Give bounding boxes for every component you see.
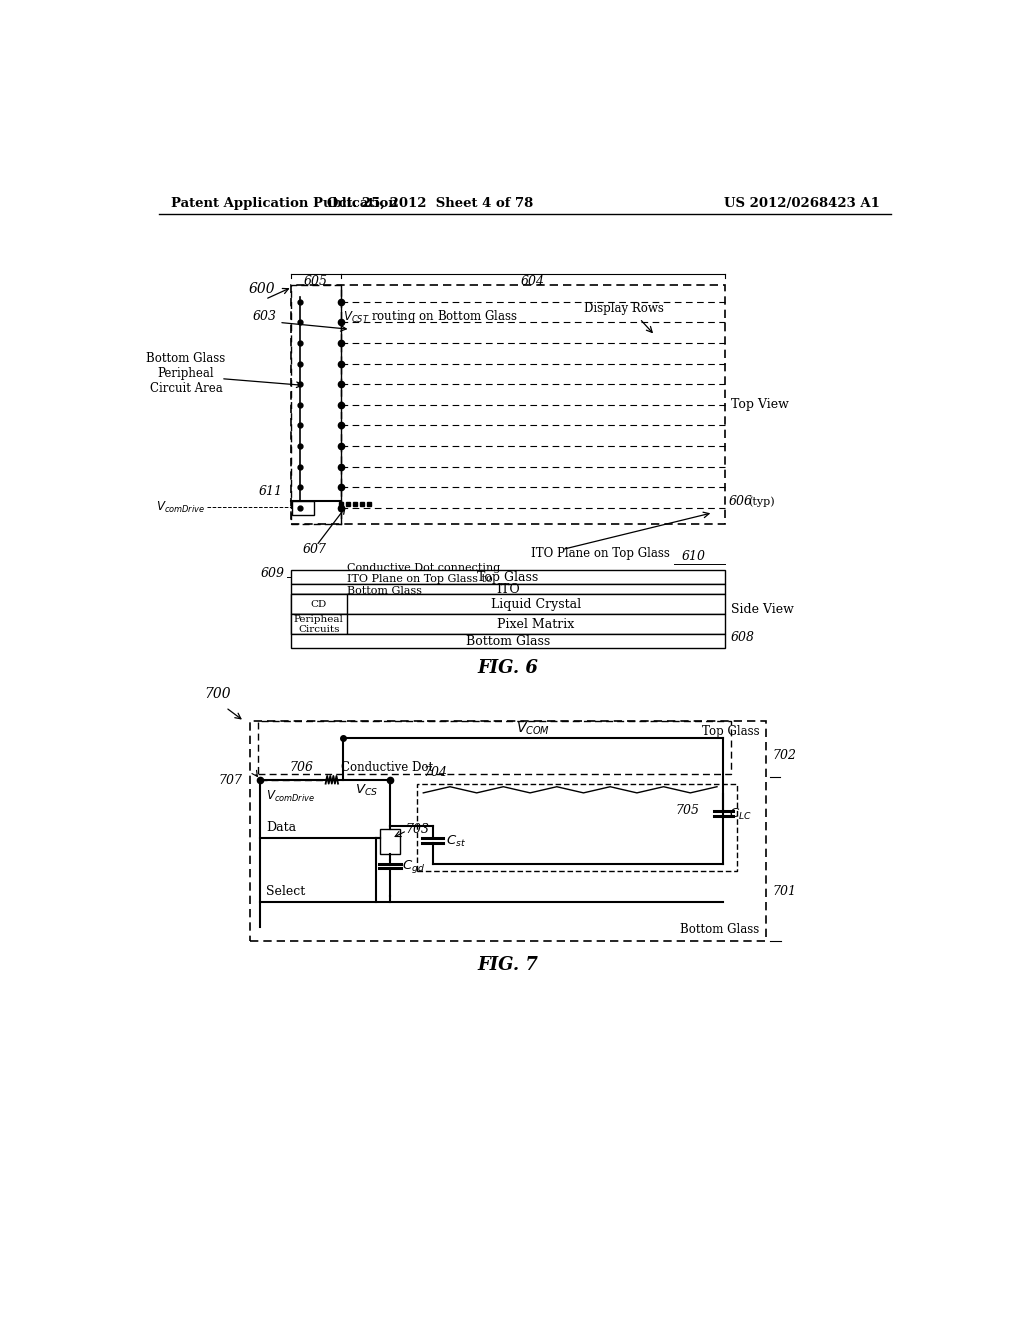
Text: Bottom Glass
Peripheal
Circuit Area: Bottom Glass Peripheal Circuit Area bbox=[146, 352, 225, 396]
Text: Conductive Dot: Conductive Dot bbox=[341, 760, 433, 774]
Text: Side View: Side View bbox=[731, 603, 794, 615]
Text: Conductive Dot connecting
ITO Plane on Top Glass to
Bottom Glass: Conductive Dot connecting ITO Plane on T… bbox=[347, 562, 501, 595]
Text: ITO Plane on Top Glass: ITO Plane on Top Glass bbox=[531, 548, 670, 560]
Bar bbox=[291, 594, 346, 614]
Text: Top View: Top View bbox=[731, 399, 788, 412]
Text: 610: 610 bbox=[682, 549, 707, 562]
Text: $V_{CST}$ routing on Bottom Glass: $V_{CST}$ routing on Bottom Glass bbox=[343, 308, 518, 325]
Bar bbox=[251, 721, 766, 941]
Text: 608: 608 bbox=[731, 631, 755, 644]
Text: ITO: ITO bbox=[496, 582, 519, 595]
Text: Data: Data bbox=[266, 821, 296, 834]
Text: $V_{CS}$: $V_{CS}$ bbox=[355, 783, 378, 797]
Bar bbox=[291, 285, 725, 524]
Text: $C_{LC}$: $C_{LC}$ bbox=[729, 807, 753, 822]
Bar bbox=[291, 594, 725, 614]
Text: 702: 702 bbox=[772, 748, 796, 762]
Bar bbox=[291, 285, 341, 524]
Text: Peripheal
Circuits: Peripheal Circuits bbox=[294, 615, 344, 634]
Text: 603: 603 bbox=[253, 310, 276, 323]
Text: $V_{comDrive}$: $V_{comDrive}$ bbox=[157, 500, 206, 515]
Text: $C_{gd}$: $C_{gd}$ bbox=[402, 858, 425, 875]
Text: Top Glass: Top Glass bbox=[477, 570, 539, 583]
Bar bbox=[291, 570, 725, 585]
Bar bbox=[291, 635, 725, 648]
Text: $C_{st}$: $C_{st}$ bbox=[445, 834, 466, 849]
Text: Bottom Glass: Bottom Glass bbox=[680, 923, 760, 936]
Text: $V_{comDrive}$: $V_{comDrive}$ bbox=[266, 789, 315, 804]
Text: 605: 605 bbox=[304, 275, 328, 288]
Text: 704: 704 bbox=[423, 766, 447, 779]
Text: Bottom Glass: Bottom Glass bbox=[466, 635, 550, 648]
Text: 600: 600 bbox=[248, 282, 274, 296]
Text: US 2012/0268423 A1: US 2012/0268423 A1 bbox=[724, 197, 881, 210]
Bar bbox=[291, 614, 725, 635]
Text: Display Rows: Display Rows bbox=[584, 302, 664, 315]
Text: 705: 705 bbox=[676, 804, 700, 817]
Bar bbox=[291, 585, 725, 594]
Text: FIG. 7: FIG. 7 bbox=[478, 956, 539, 974]
Text: (typ): (typ) bbox=[748, 496, 774, 507]
Bar bbox=[380, 829, 400, 854]
Text: Liquid Crystal: Liquid Crystal bbox=[490, 598, 581, 611]
Text: 611: 611 bbox=[258, 484, 283, 498]
Text: 703: 703 bbox=[406, 822, 429, 836]
Text: Oct. 25, 2012  Sheet 4 of 78: Oct. 25, 2012 Sheet 4 of 78 bbox=[327, 197, 534, 210]
Text: 604: 604 bbox=[521, 275, 545, 288]
Text: FIG. 6: FIG. 6 bbox=[477, 659, 539, 677]
Text: Patent Application Publication: Patent Application Publication bbox=[171, 197, 397, 210]
Bar bbox=[417, 784, 737, 871]
Text: Select: Select bbox=[266, 884, 305, 898]
Text: 606: 606 bbox=[729, 495, 753, 508]
Text: 707: 707 bbox=[219, 774, 243, 787]
Text: $V_{COM}$: $V_{COM}$ bbox=[516, 721, 550, 737]
Bar bbox=[291, 614, 346, 635]
Text: 609: 609 bbox=[260, 568, 285, 581]
Text: 701: 701 bbox=[772, 884, 796, 898]
Text: Top Glass: Top Glass bbox=[702, 725, 760, 738]
Text: 607: 607 bbox=[302, 544, 327, 557]
Text: Pixel Matrix: Pixel Matrix bbox=[497, 618, 574, 631]
Bar bbox=[292, 502, 314, 515]
Text: 700: 700 bbox=[204, 688, 230, 701]
Bar bbox=[258, 721, 731, 774]
Text: CD: CD bbox=[310, 599, 327, 609]
Text: 706: 706 bbox=[289, 760, 313, 774]
